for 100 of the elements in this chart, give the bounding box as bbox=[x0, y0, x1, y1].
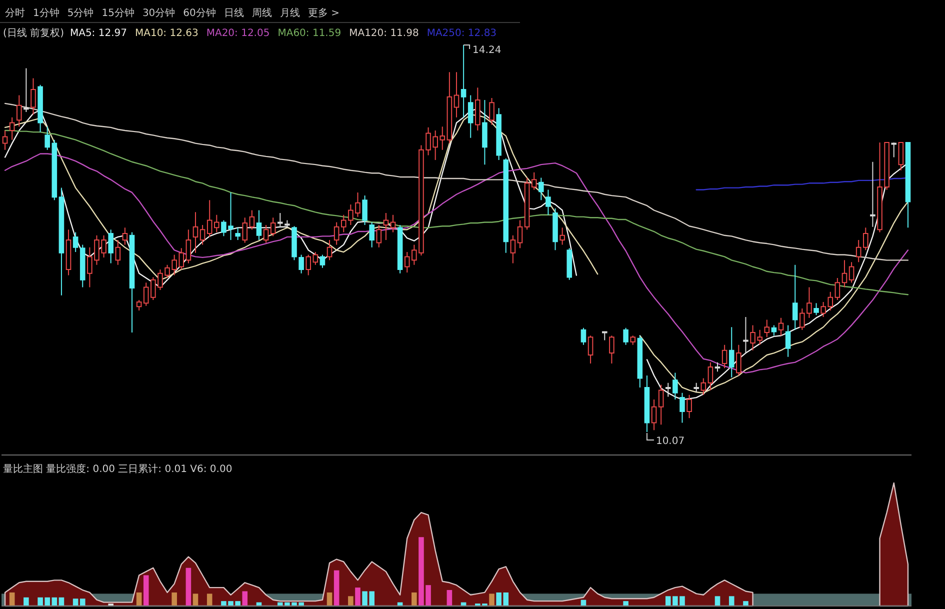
candlestick bbox=[785, 324, 791, 358]
candlestick bbox=[714, 362, 720, 372]
candlestick bbox=[588, 335, 594, 364]
candlestick bbox=[475, 87, 480, 132]
candlestick bbox=[214, 214, 220, 233]
candlestick bbox=[129, 232, 135, 334]
candlestick bbox=[743, 316, 748, 354]
candlestick bbox=[700, 378, 706, 396]
candlestick bbox=[278, 212, 283, 227]
bar bbox=[242, 591, 248, 606]
candlestick bbox=[362, 195, 368, 226]
text: MA60: 11.59 bbox=[278, 28, 342, 39]
candlestick bbox=[242, 217, 248, 244]
text: 月线 bbox=[280, 7, 300, 19]
candlestick bbox=[192, 212, 198, 254]
candlestick bbox=[58, 187, 64, 296]
candlestick bbox=[630, 335, 636, 346]
candlestick bbox=[30, 78, 36, 116]
bar bbox=[326, 592, 332, 606]
candlestick bbox=[856, 240, 862, 263]
candlestick bbox=[383, 212, 389, 241]
text: MA10: 12.63 bbox=[134, 28, 198, 39]
candlestick bbox=[764, 319, 770, 338]
candlestick bbox=[623, 327, 628, 346]
candlestick bbox=[602, 331, 608, 341]
bar bbox=[743, 601, 748, 606]
bar bbox=[9, 592, 15, 606]
text: 周线 bbox=[252, 7, 272, 19]
candlestick bbox=[66, 229, 72, 276]
candlestick bbox=[898, 142, 904, 171]
candlestick bbox=[609, 335, 614, 364]
candlestick bbox=[665, 382, 671, 398]
text: 15分钟 bbox=[102, 7, 134, 19]
text: 60分钟 bbox=[183, 7, 216, 19]
candlestick bbox=[694, 382, 699, 393]
candlestick bbox=[270, 217, 276, 237]
candlestick bbox=[905, 142, 911, 228]
candlestick bbox=[771, 324, 777, 336]
candlestick bbox=[369, 222, 374, 248]
candlestick bbox=[122, 227, 128, 246]
text: MA5: 12.97 bbox=[70, 28, 127, 39]
candlestick bbox=[503, 158, 509, 254]
candlestick bbox=[292, 226, 297, 261]
candlestick bbox=[52, 139, 58, 201]
candlestick bbox=[863, 227, 868, 251]
candlestick bbox=[72, 232, 78, 253]
bar bbox=[355, 588, 360, 606]
bar bbox=[728, 596, 734, 606]
candlestick bbox=[249, 210, 255, 230]
candlestick bbox=[24, 68, 29, 112]
candlestick bbox=[510, 234, 516, 264]
candlestick bbox=[637, 335, 643, 388]
candlestick bbox=[390, 214, 396, 233]
bar bbox=[72, 598, 78, 606]
candlestick bbox=[546, 189, 551, 216]
text: MA20: 12.05 bbox=[206, 28, 270, 39]
candlestick bbox=[814, 302, 819, 316]
candlestick bbox=[517, 220, 523, 249]
bar bbox=[136, 592, 142, 606]
candlestick bbox=[891, 142, 897, 158]
candlestick bbox=[792, 264, 798, 330]
text: MA120: 11.98 bbox=[349, 28, 419, 39]
candlestick bbox=[136, 300, 142, 311]
bar bbox=[80, 598, 86, 606]
text: 5分钟 bbox=[67, 7, 94, 19]
candlestick bbox=[651, 398, 657, 431]
candlestick bbox=[235, 227, 240, 241]
bar bbox=[489, 594, 494, 606]
candlestick bbox=[658, 384, 664, 426]
candlestick bbox=[446, 72, 452, 144]
text: 分时 bbox=[5, 7, 25, 19]
text: 1分钟 bbox=[33, 7, 60, 19]
candlestick bbox=[454, 72, 460, 118]
candlestick bbox=[108, 229, 114, 264]
bar bbox=[623, 601, 628, 606]
candlestick bbox=[736, 344, 742, 376]
candlestick bbox=[531, 172, 537, 190]
candlestick bbox=[80, 244, 86, 288]
text: MA250: 12.83 bbox=[426, 28, 497, 39]
candlestick bbox=[326, 240, 332, 261]
chart-title: (日线 前复权) bbox=[3, 27, 64, 39]
candlestick bbox=[552, 208, 558, 251]
candlestick bbox=[44, 126, 50, 150]
candlestick bbox=[644, 375, 650, 432]
candlestick bbox=[115, 240, 121, 266]
candlestick bbox=[468, 94, 474, 138]
text: 日线 bbox=[224, 7, 244, 19]
candlestick bbox=[256, 210, 262, 241]
candlestick bbox=[284, 220, 290, 228]
candlestick bbox=[580, 327, 586, 346]
annotation: 14.24 bbox=[472, 45, 502, 56]
candlestick bbox=[566, 248, 572, 280]
candlestick bbox=[496, 108, 502, 160]
candlestick bbox=[263, 224, 269, 244]
candlestick bbox=[320, 254, 326, 268]
candlestick bbox=[9, 116, 15, 140]
candlestick bbox=[482, 99, 488, 166]
candlestick bbox=[842, 260, 848, 288]
candlestick bbox=[334, 222, 340, 246]
candlestick bbox=[306, 254, 312, 276]
